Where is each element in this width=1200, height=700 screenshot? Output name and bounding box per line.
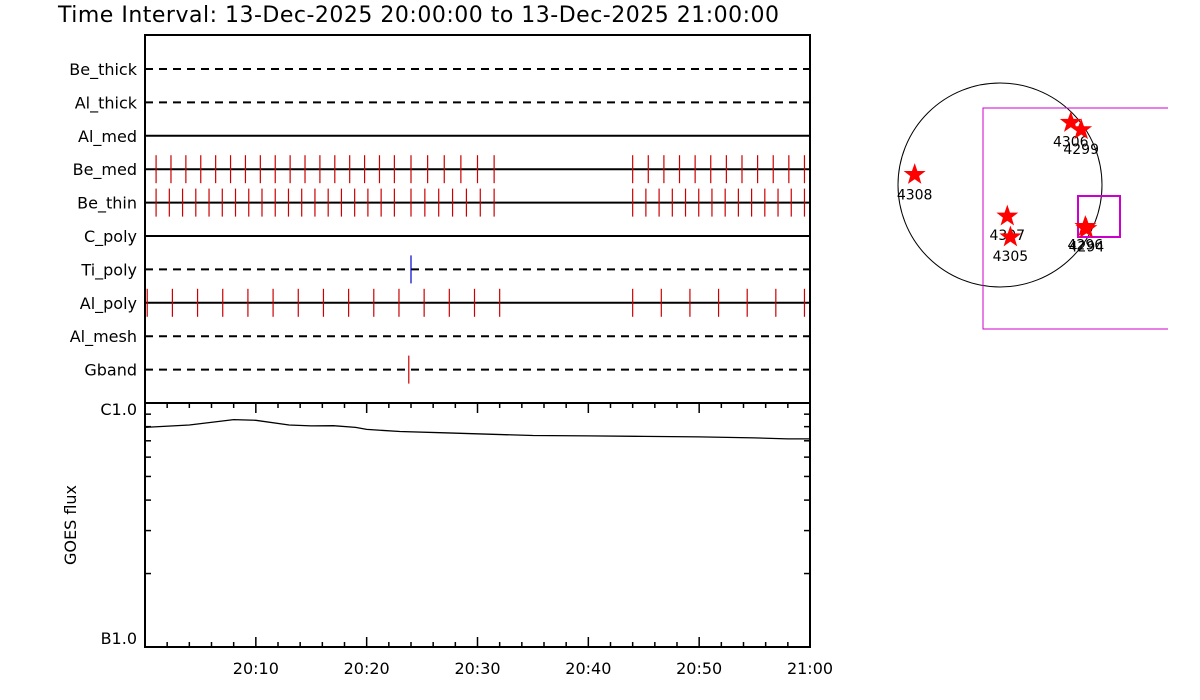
active-region-star-icon (1070, 118, 1093, 140)
active-region-star-icon (999, 225, 1022, 247)
filter-label: Al_mesh (70, 327, 137, 347)
active-region-star-icon (1075, 217, 1098, 239)
solar-limb (897, 82, 1103, 288)
page-title: Time Interval: 13-Dec-2025 20:00:00 to 1… (57, 3, 780, 28)
filter-label: Be_thick (69, 60, 137, 80)
filter-label: Be_thin (77, 194, 137, 214)
active-region-label: 4306 (1053, 135, 1089, 151)
solar-disk-map: 4308430743054306429942964294 (897, 82, 1168, 330)
goes-frame (144, 402, 811, 648)
filter-label: Gband (84, 361, 137, 380)
filter-label: Al_poly (80, 294, 137, 314)
filter-timeline: Be_thick Al_thick Al_med Be_med Be_thin C_pol… (69, 34, 811, 404)
x-tick-label: 20:50 (676, 659, 722, 678)
active-region-label: 4299 (1063, 142, 1099, 158)
filter-label: C_poly (84, 227, 137, 247)
active-region-label: 4305 (993, 249, 1029, 265)
fov-box-large (982, 107, 1168, 330)
active-region-label: 4296 (1068, 238, 1104, 254)
filter-label: Be_med (73, 160, 137, 180)
active-region-label: 4294 (1069, 240, 1105, 256)
goes-flux-plot: 20:10 20:20 20:30 20:40 20:50 21:00 C1.0 B1.0 GO… (61, 400, 833, 678)
y-tick-label: B1.0 (101, 629, 137, 648)
x-tick-label: 20:40 (565, 659, 611, 678)
x-tick-label: 21:00 (787, 659, 833, 678)
fov-box-small (1077, 195, 1121, 238)
filter-label: Al_med (78, 127, 137, 147)
y-axis-label: GOES flux (61, 485, 80, 565)
x-tick-label: 20:30 (454, 659, 500, 678)
goes-flux-curve (144, 418, 810, 440)
active-region-label: 4308 (897, 188, 933, 204)
filter-label: Al_thick (75, 93, 138, 113)
x-tick-label: 20:20 (344, 659, 390, 678)
active-region-star-icon (996, 204, 1019, 226)
active-region-star-icon (903, 163, 926, 184)
y-tick-label: C1.0 (100, 400, 137, 419)
x-tick-label: 20:10 (233, 659, 279, 678)
filter-label: Ti_poly (80, 260, 137, 280)
timeline-frame (144, 34, 811, 404)
